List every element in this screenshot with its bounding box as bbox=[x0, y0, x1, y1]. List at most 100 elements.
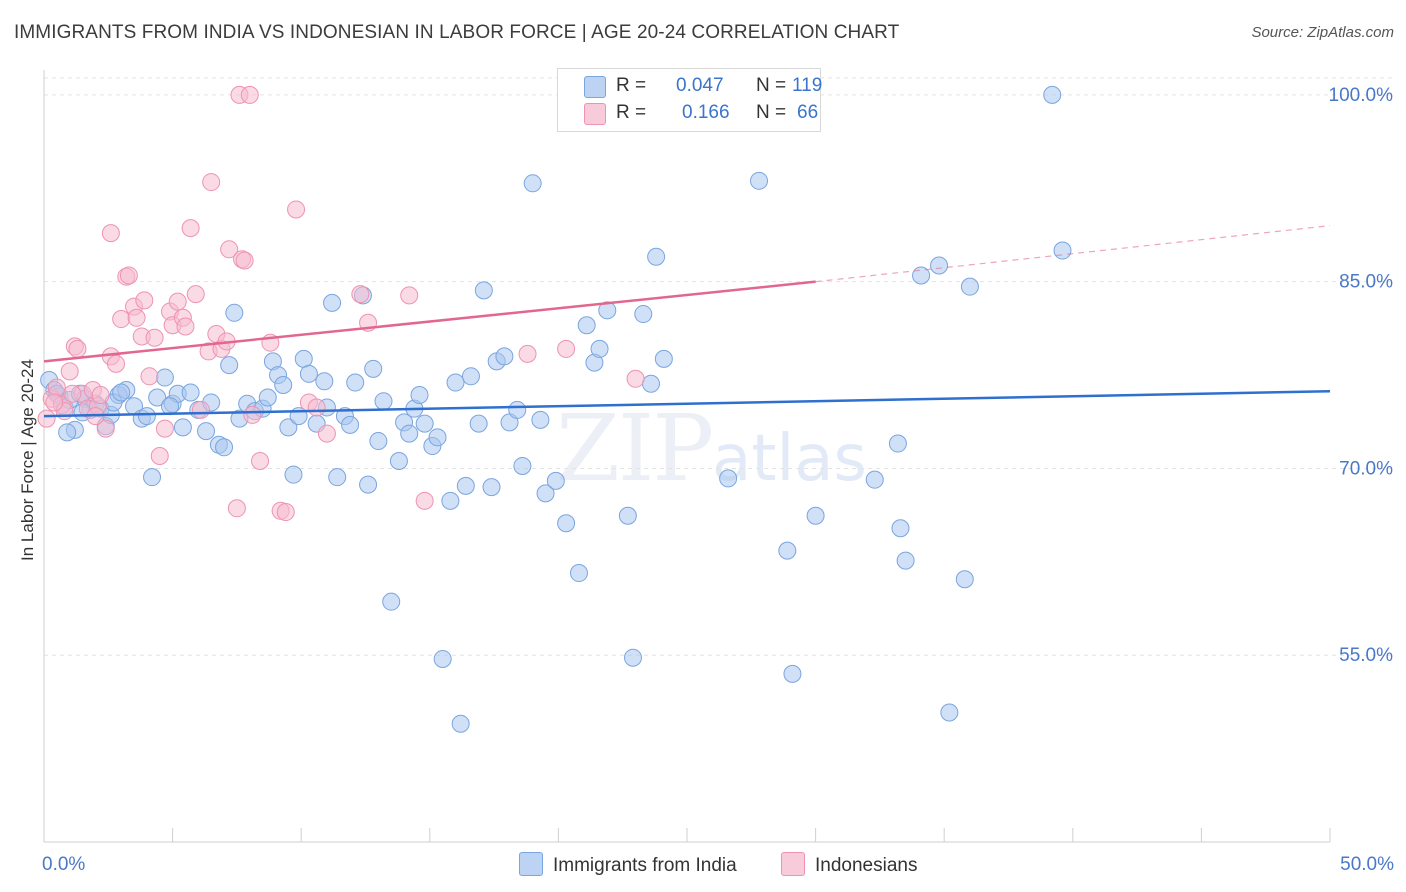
point-indonesians-21 bbox=[127, 308, 146, 327]
point-indonesians-53 bbox=[317, 424, 336, 443]
y-axis-label: In Labor Force | Age 20-24 bbox=[18, 359, 37, 561]
y-tick-label-2: 85.0% bbox=[1339, 272, 1393, 293]
point-india-73 bbox=[469, 414, 488, 433]
point-india-57 bbox=[374, 392, 393, 411]
point-india-26 bbox=[197, 422, 216, 441]
chart-title: IMMIGRANTS FROM INDIA VS INDONESIAN IN L… bbox=[14, 22, 900, 43]
trend-line-indonesians bbox=[43, 280, 816, 363]
point-india-104 bbox=[891, 519, 910, 538]
point-india-100 bbox=[783, 664, 802, 683]
x-tick-label-1: 50.0% bbox=[1340, 854, 1394, 875]
point-indonesians-44 bbox=[235, 251, 254, 270]
legend-r-value-indonesians: 0.166 bbox=[682, 102, 730, 123]
legend-r-label-india: R = bbox=[616, 75, 647, 96]
point-india-98 bbox=[750, 171, 769, 190]
point-india-23 bbox=[173, 418, 192, 437]
y-tick-label-3: 100.0% bbox=[1329, 85, 1394, 106]
y-tick-label-1: 70.0% bbox=[1339, 458, 1393, 479]
point-india-39 bbox=[274, 376, 293, 395]
point-india-96 bbox=[654, 349, 673, 368]
point-indonesians-50 bbox=[287, 200, 306, 219]
point-india-71 bbox=[456, 476, 475, 495]
point-india-43 bbox=[294, 349, 313, 368]
point-indonesians-2 bbox=[47, 378, 66, 397]
point-india-82 bbox=[531, 410, 550, 429]
point-india-94 bbox=[641, 374, 660, 393]
point-india-90 bbox=[598, 301, 617, 320]
watermark-zip: ZIP bbox=[556, 395, 714, 502]
bottom-legend-label-indonesians: Indonesians bbox=[815, 855, 918, 876]
bottom-legend-label-india: Immigrants from India bbox=[553, 855, 737, 876]
watermark-atlas: atlas bbox=[712, 422, 867, 496]
point-indonesians-5 bbox=[60, 362, 79, 381]
point-india-41 bbox=[284, 465, 303, 484]
point-indonesians-52 bbox=[307, 398, 326, 417]
point-india-68 bbox=[441, 491, 460, 510]
point-indonesians-64 bbox=[63, 384, 82, 403]
point-indonesians-19 bbox=[119, 266, 138, 285]
point-indonesians-46 bbox=[251, 451, 270, 470]
point-india-30 bbox=[220, 356, 239, 375]
source-label: Source: ZipAtlas.com bbox=[1251, 24, 1394, 41]
point-indonesians-60 bbox=[626, 369, 645, 388]
point-india-86 bbox=[569, 564, 588, 583]
point-india-64 bbox=[415, 414, 434, 433]
point-indonesians-58 bbox=[518, 344, 537, 363]
point-india-72 bbox=[461, 367, 480, 386]
point-indonesians-42 bbox=[227, 499, 246, 518]
point-india-75 bbox=[482, 478, 501, 497]
point-india-87 bbox=[577, 316, 596, 335]
point-india-117 bbox=[112, 383, 131, 402]
point-india-24 bbox=[181, 383, 200, 402]
point-indonesians-16 bbox=[101, 224, 120, 243]
legend-n-value-indonesians: 66 bbox=[797, 102, 819, 123]
point-india-18 bbox=[143, 468, 162, 487]
point-india-89 bbox=[590, 339, 609, 358]
point-indonesians-63 bbox=[45, 393, 64, 412]
point-indonesians-33 bbox=[181, 219, 200, 238]
point-indonesians-0 bbox=[37, 409, 56, 428]
point-indonesians-34 bbox=[186, 285, 205, 304]
point-india-29 bbox=[215, 438, 234, 457]
point-indonesians-35 bbox=[191, 400, 210, 419]
point-india-70 bbox=[451, 714, 470, 733]
point-india-93 bbox=[634, 305, 653, 324]
point-india-58 bbox=[382, 592, 401, 611]
point-india-85 bbox=[557, 514, 576, 533]
point-india-49 bbox=[328, 468, 347, 487]
point-india-44 bbox=[299, 364, 318, 383]
point-india-46 bbox=[315, 372, 334, 391]
point-india-83 bbox=[536, 484, 555, 503]
point-indonesians-57 bbox=[415, 491, 434, 510]
point-indonesians-62 bbox=[240, 85, 259, 104]
point-india-77 bbox=[495, 347, 514, 366]
point-india-107 bbox=[930, 256, 949, 275]
point-indonesians-24 bbox=[140, 367, 159, 386]
point-india-36 bbox=[258, 388, 277, 407]
bottom-legend-indonesians: Indonesians bbox=[781, 852, 917, 877]
point-india-17 bbox=[137, 407, 156, 426]
point-india-19 bbox=[148, 388, 167, 407]
trend-line-dashed-indonesians bbox=[815, 225, 1331, 283]
legend-n-label-indonesians: N = bbox=[756, 102, 787, 123]
y-tick-label-0: 55.0% bbox=[1339, 645, 1393, 666]
point-india-102 bbox=[865, 470, 884, 489]
point-india-81 bbox=[523, 174, 542, 193]
bottom-legend-india: Immigrants from India bbox=[519, 852, 737, 877]
trend-line-india bbox=[43, 390, 1331, 418]
point-india-51 bbox=[341, 415, 360, 434]
legend-r-label-indonesians: R = bbox=[616, 102, 647, 123]
legend-n-value-india: 119 bbox=[792, 75, 823, 96]
point-india-118 bbox=[161, 397, 180, 416]
point-india-79 bbox=[508, 400, 527, 419]
point-india-66 bbox=[428, 428, 447, 447]
point-indonesians-27 bbox=[155, 419, 174, 438]
legend-swatch-india bbox=[584, 76, 606, 98]
point-india-97 bbox=[719, 469, 738, 488]
point-indonesians-7 bbox=[68, 339, 87, 358]
point-india-110 bbox=[960, 277, 979, 296]
watermark: ZIPatlas bbox=[556, 395, 867, 502]
point-india-61 bbox=[400, 424, 419, 443]
point-india-84 bbox=[546, 471, 565, 490]
